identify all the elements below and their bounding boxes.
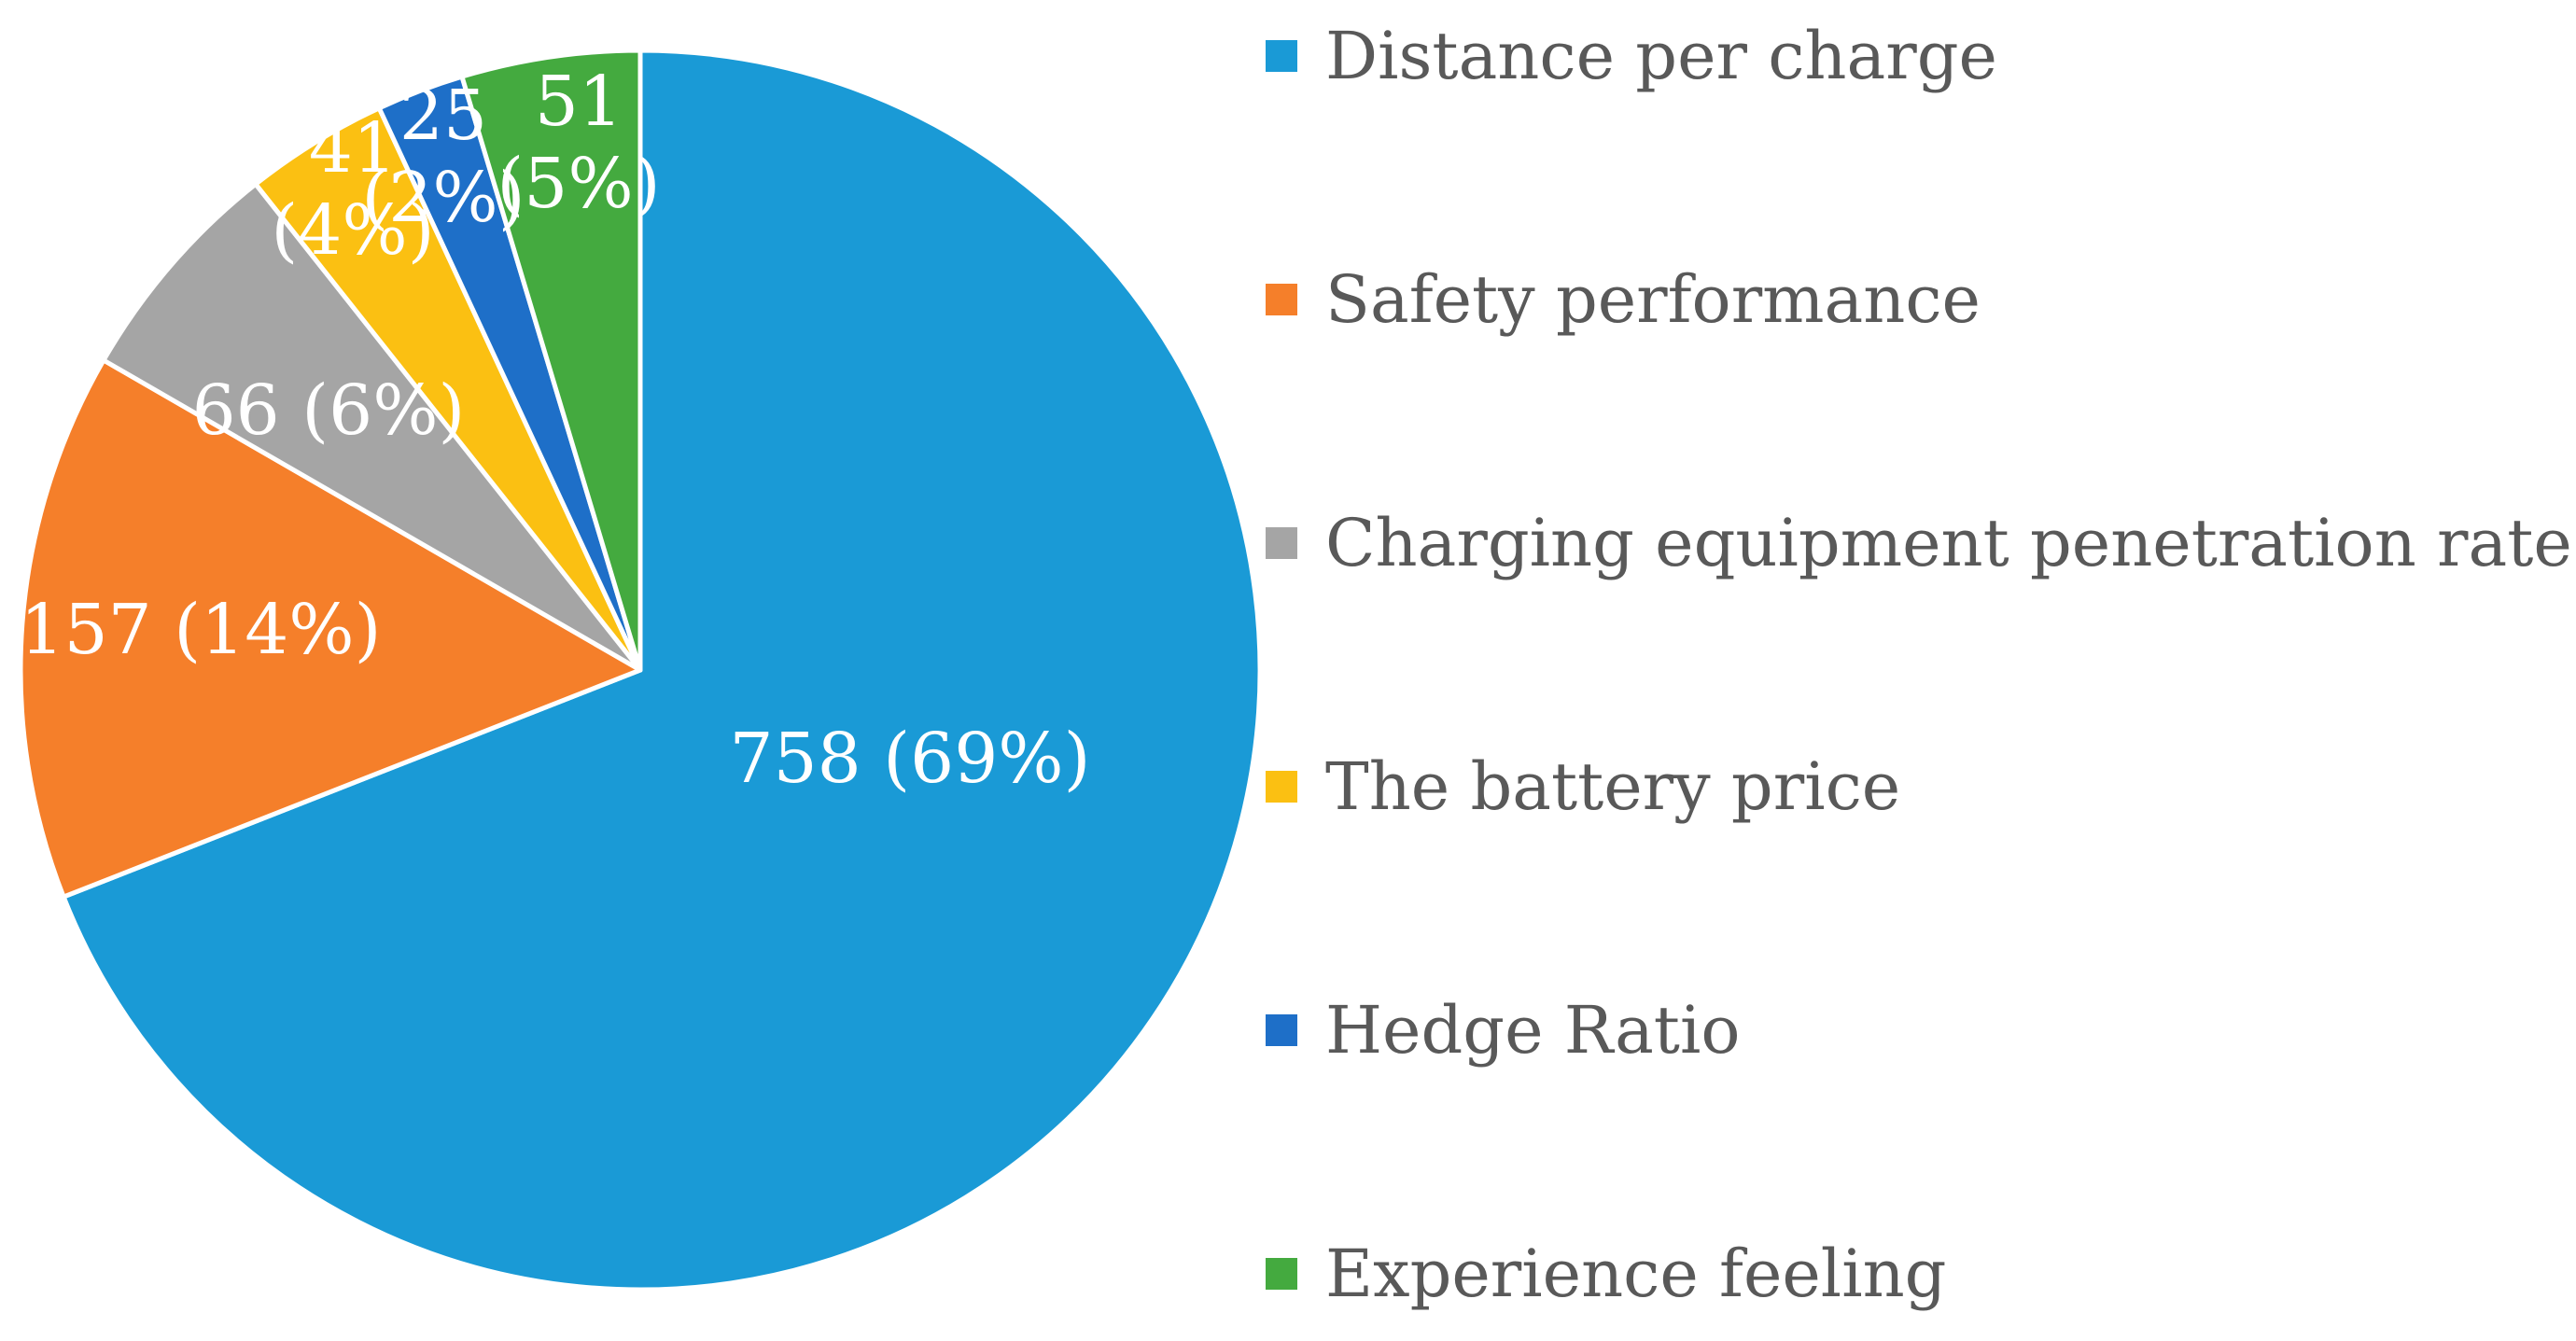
data-label-hedge-ratio: 25 (2%) — [361, 76, 525, 238]
pie-data-labels: 758 (69%) 157 (14%) 66 (6%) 41 (4%)25 (2%)51(… — [21, 62, 1091, 799]
legend-label: Hedge Ratio — [1325, 992, 1741, 1069]
pie-slices — [18, 48, 1263, 1292]
legend-swatch — [1266, 1258, 1297, 1290]
legend-label: Experience feeling — [1325, 1236, 1947, 1312]
legend-item-experience-feeling: Experience feeling — [1266, 1227, 1946, 1320]
legend-label: Safety performance — [1325, 261, 1981, 338]
legend-item-safety-performance: Safety performance — [1266, 253, 1981, 346]
legend-swatch — [1266, 527, 1297, 559]
pie-slice-distance-per-charge — [61, 48, 1263, 1292]
data-label-charging-equipment-penetration-rate: 66 (6%) — [192, 370, 466, 451]
pie-slice-safety-performance — [18, 357, 643, 900]
legend-swatch — [1266, 40, 1297, 72]
data-label-distance-per-charge: 758 (69%) — [730, 719, 1091, 799]
pie-slice-charging-equipment-penetration-rate — [101, 181, 643, 673]
legend-label: Distance per charge — [1325, 18, 1997, 94]
pie-plot-area: 758 (69%) 157 (14%) 66 (6%) 41 (4%)25 (2%)51(… — [18, 48, 1263, 1292]
pie-slice-experience-feeling — [459, 48, 643, 673]
legend: Distance per charge Safety performance Cha… — [1266, 0, 2572, 1341]
legend-label: The battery price — [1325, 748, 1901, 825]
legend-label: Charging equipment penetration rate — [1325, 505, 2572, 581]
data-label-the-battery-price: 41 (4%) — [271, 108, 434, 271]
data-label-safety-performance: 157 (14%) — [21, 590, 382, 670]
legend-swatch — [1266, 771, 1297, 803]
legend-item-distance-per-charge: Distance per charge — [1266, 9, 1997, 103]
legend-item-the-battery-price: The battery price — [1266, 740, 1900, 833]
legend-swatch — [1266, 1014, 1297, 1046]
legend-item-hedge-ratio: Hedge Ratio — [1266, 984, 1740, 1077]
data-label-experience-feeling: 51 (5%) — [497, 62, 660, 224]
legend-item-charging-equipment-penetration-rate: Charging equipment penetration rate — [1266, 496, 2572, 590]
legend-swatch — [1266, 284, 1297, 315]
